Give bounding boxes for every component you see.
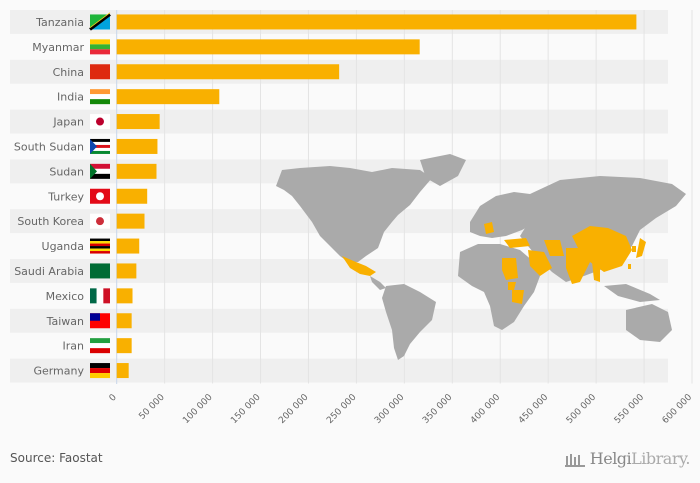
flag-icon [90,188,110,204]
bar [116,238,140,254]
category-label: Japan [52,116,84,129]
bars [116,14,637,379]
flag-icon [90,238,110,254]
category-label: Iran [63,340,85,353]
map-myanmar [592,262,600,282]
category-label: Taiwan [46,315,84,328]
map-china [572,226,632,272]
flag-icon [90,163,110,179]
bar [116,163,157,179]
map-africa [458,244,540,330]
category-label: South Korea [17,215,84,228]
map-north-america [276,166,432,262]
map-greenland [420,154,466,186]
world-map [276,154,686,360]
x-tick-label: 250 000 [325,392,359,426]
flag-icon [90,213,110,229]
category-label: Turkey [47,190,84,203]
bar [116,363,129,379]
bar [116,89,220,105]
map-australia [626,304,672,342]
flag-icon [90,288,110,304]
category-label: Uganda [42,240,84,253]
helgi-library-logo[interactable]: HelgiLibrary. [564,449,690,468]
bar [116,263,137,279]
flag-icon [90,313,110,329]
category-label: Saudi Arabia [14,265,84,278]
row-background [10,333,668,358]
x-tick-label: 450 000 [517,392,551,426]
bar [116,213,145,229]
x-tick-label: 400 000 [469,392,503,426]
brand-bold: Helgi [589,449,632,468]
bar [116,14,637,30]
category-label: Myanmar [32,41,84,54]
bar [116,338,132,354]
x-tick-labels: 0 50 000 100 000 150 000 200 000 250 000 300 0… [108,392,695,426]
flags [89,12,111,379]
source-note: Source: Faostat [10,451,103,465]
bar [116,313,132,329]
map-uganda [508,282,516,290]
library-logo-icon [564,453,585,467]
map-japan [636,238,646,258]
x-tick-label: 50 000 [137,392,167,422]
row-background [10,109,668,134]
map-turkey [504,238,530,248]
flag-icon [90,138,110,154]
x-tick-label: 100 000 [181,392,215,426]
row-background [10,358,668,383]
map-south-korea [632,246,636,252]
x-tick-label: 150 000 [229,392,263,426]
bar-chart: Tanzania Myanmar China India Japan South Suda… [10,10,695,426]
bar [116,64,340,80]
map-iran [544,240,564,256]
category-label: India [57,91,84,104]
category-label: Tanzania [35,16,84,29]
x-tick-label: 500 000 [565,392,599,426]
flag-icon [90,64,110,80]
category-label: Mexico [46,290,85,303]
bar [116,114,160,130]
map-tanzania [512,290,524,304]
bar [116,138,158,154]
category-label: China [53,66,84,79]
brand-light: Library. [631,449,690,468]
flag-icon [89,12,111,31]
map-sudan [502,258,518,280]
x-tick-label: 350 000 [421,392,455,426]
category-label: South Sudan [14,140,84,153]
map-southeast-asia [604,284,660,302]
x-tick-label: 0 [108,392,119,403]
category-labels: Tanzania Myanmar China India Japan South Suda… [14,16,85,378]
flag-icon [90,363,110,379]
flag-icon [90,89,110,105]
bar [116,188,148,204]
map-mexico [342,256,376,276]
flag-icon [90,263,110,279]
map-south-america [382,284,436,360]
x-tick-label: 550 000 [613,392,647,426]
category-label: Germany [33,365,84,378]
flag-icon [90,338,110,354]
map-taiwan [628,264,631,269]
map-germany [484,222,494,234]
x-tick-label: 300 000 [373,392,407,426]
category-label: Sudan [49,165,84,178]
map-saudi-arabia [528,250,552,276]
x-tick-label: 600 000 [661,392,695,426]
flag-icon [90,114,110,130]
bar [116,288,133,304]
flag-icon [90,39,110,55]
bar [116,39,420,55]
row-background [10,134,668,159]
map-central-america [370,276,386,290]
x-tick-label: 200 000 [277,392,311,426]
map-india [566,248,590,284]
